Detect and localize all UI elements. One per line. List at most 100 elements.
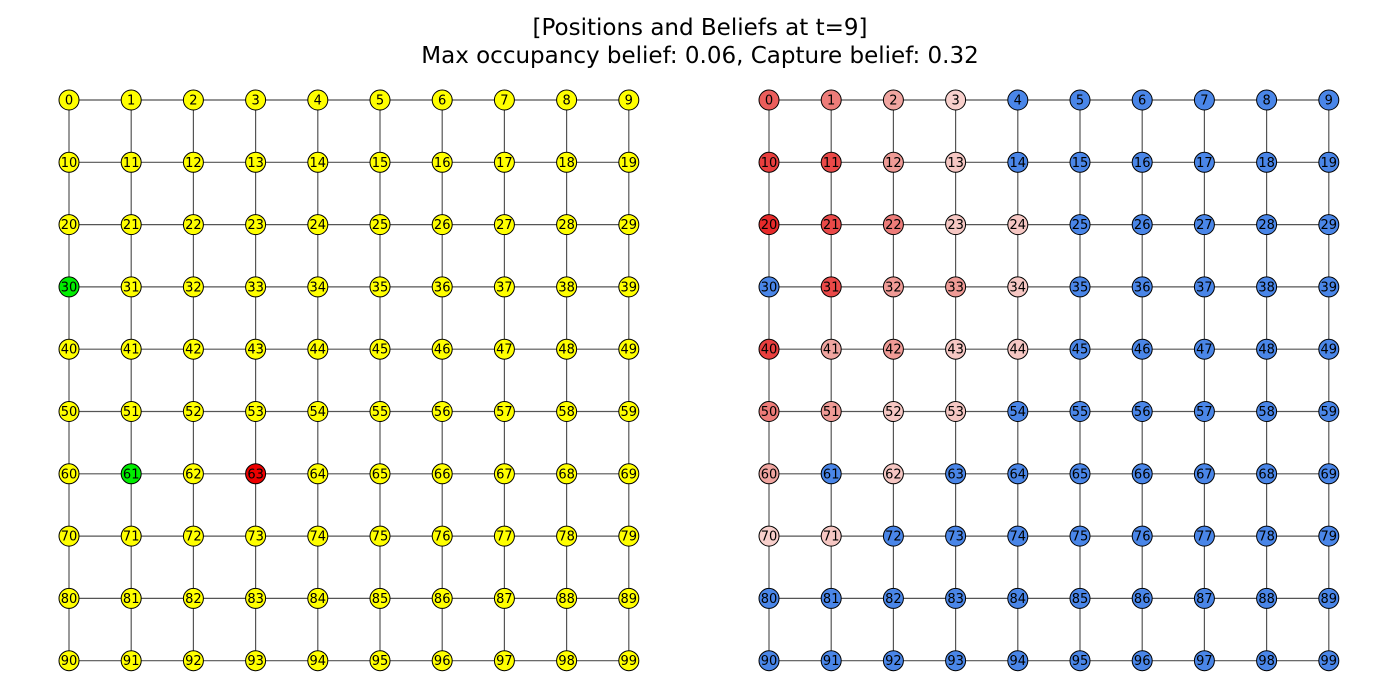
node-25: 25: [1069, 214, 1091, 236]
node-40: 40: [58, 338, 80, 360]
node-label: 92: [885, 654, 902, 669]
title-line-1: [Positions and Beliefs at t=9]: [532, 15, 868, 41]
node-circle: [618, 214, 640, 236]
node-circle: [1256, 214, 1278, 236]
node-label: 43: [947, 343, 964, 358]
node-50: 50: [758, 401, 780, 422]
node-label: 64: [310, 467, 327, 482]
node-circle: [1007, 463, 1029, 485]
node-circle: [1193, 463, 1215, 485]
node-label: 57: [496, 405, 513, 420]
node-label: 49: [621, 343, 638, 358]
node-circle: [182, 89, 204, 111]
node-52: 52: [182, 401, 204, 422]
node-label: 97: [496, 654, 513, 669]
node-50: 50: [58, 401, 80, 422]
node-85: 85: [369, 587, 391, 609]
node-circle: [182, 525, 204, 547]
node-circle: [120, 650, 142, 672]
node-circle: [369, 89, 391, 111]
node-73: 73: [245, 525, 267, 547]
node-circle: [882, 401, 904, 422]
node-11: 11: [120, 151, 142, 173]
node-circle: [882, 525, 904, 547]
node-circle: [493, 338, 515, 360]
node-51: 51: [120, 401, 142, 422]
node-82: 82: [182, 587, 204, 609]
node-circle: [1007, 338, 1029, 360]
node-circle: [820, 525, 842, 547]
node-circle: [307, 401, 329, 422]
node-circle: [758, 338, 780, 360]
node-circle: [307, 587, 329, 609]
node-label: 72: [185, 530, 202, 545]
node-43: 43: [245, 338, 267, 360]
node-label: 4: [314, 94, 322, 109]
node-circle: [369, 214, 391, 236]
node-circle: [1131, 401, 1153, 422]
node-circle: [618, 89, 640, 111]
node-circle: [1256, 151, 1278, 173]
node-circle: [1069, 89, 1091, 111]
node-circle: [556, 525, 578, 547]
node-label: 69: [621, 467, 638, 482]
node-label: 27: [1196, 218, 1213, 233]
node-84: 84: [307, 587, 329, 609]
node-label: 24: [1010, 218, 1027, 233]
node-label: 72: [885, 530, 902, 545]
node-circle: [1318, 151, 1340, 173]
node-label: 40: [61, 343, 78, 358]
node-7: 7: [493, 89, 515, 111]
node-circle: [493, 151, 515, 173]
node-41: 41: [820, 338, 842, 360]
node-circle: [1318, 338, 1340, 360]
node-16: 16: [1131, 151, 1153, 173]
node-label: 39: [621, 280, 638, 295]
node-label: 74: [310, 530, 327, 545]
node-99: 99: [618, 650, 640, 672]
node-33: 33: [245, 276, 267, 298]
node-circle: [431, 214, 453, 236]
node-39: 39: [1318, 276, 1340, 298]
node-circle: [369, 463, 391, 485]
node-circle: [307, 89, 329, 111]
node-circle: [493, 587, 515, 609]
node-label: 28: [558, 218, 575, 233]
node-label: 65: [1072, 467, 1089, 482]
node-label: 77: [496, 530, 513, 545]
node-label: 56: [434, 405, 451, 420]
node-label: 7: [500, 94, 508, 109]
node-label: 67: [496, 467, 513, 482]
node-label: 67: [1196, 467, 1213, 482]
node-circle: [58, 650, 80, 672]
node-circle: [1256, 276, 1278, 298]
node-circle: [758, 401, 780, 422]
node-label: 55: [1072, 405, 1089, 420]
node-27: 27: [1193, 214, 1215, 236]
node-94: 94: [1007, 650, 1029, 672]
node-75: 75: [1069, 525, 1091, 547]
node-circle: [1318, 650, 1340, 672]
node-87: 87: [493, 587, 515, 609]
node-label: 16: [1134, 156, 1151, 171]
node-37: 37: [493, 276, 515, 298]
node-label: 74: [1010, 530, 1027, 545]
node-label: 73: [247, 530, 264, 545]
node-circle: [1256, 338, 1278, 360]
node-80: 80: [758, 587, 780, 609]
node-circle: [182, 276, 204, 298]
node-label: 78: [1258, 530, 1275, 545]
node-63: 63: [245, 463, 267, 485]
node-label: 38: [558, 280, 575, 295]
node-label: 6: [1138, 94, 1146, 109]
node-circle: [1256, 650, 1278, 672]
node-46: 46: [1131, 338, 1153, 360]
node-label: 26: [1134, 218, 1151, 233]
node-circle: [1007, 89, 1029, 111]
node-label: 52: [185, 405, 202, 420]
node-label: 66: [434, 467, 451, 482]
node-circle: [307, 338, 329, 360]
node-62: 62: [182, 463, 204, 485]
node-31: 31: [120, 276, 142, 298]
node-label: 79: [1321, 530, 1338, 545]
